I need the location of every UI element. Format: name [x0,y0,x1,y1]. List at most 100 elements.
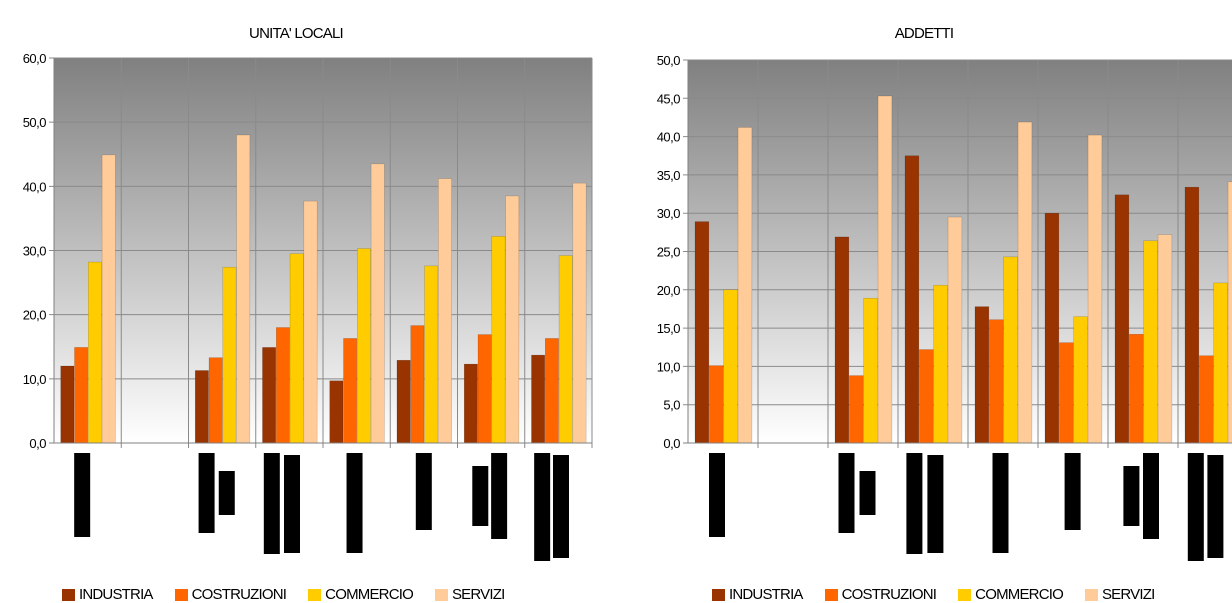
legend-item-costruzioni: COSTRUZIONI [174,586,287,603]
legend-label-costruzioni: COSTRUZIONI [191,586,287,603]
y-tick-label: 50,0 [23,115,47,130]
bar-commercio [1213,282,1228,444]
bar-commercio [357,248,371,444]
addetti-legend: INDUSTRIA COSTRUZIONI COMMERCIO SERVIZI [712,586,1176,603]
unita-locali-chart-svg: UNITA' LOCALI 0,0 10,0 20,0 30,0 40,0 50,0 60,0 [23,25,593,561]
bar-commercio [933,284,948,444]
x-category-label-block [283,455,300,553]
legend-label-servizi: SERVIZI [1101,586,1155,603]
bar-servizi [877,95,893,444]
x-category-label-block [491,453,508,539]
x-category-label-block [1123,466,1140,526]
bar-costruzioni [709,365,724,444]
legend-item-commercio: COMMERCIO [958,586,1064,603]
y-tick-label: 40,0 [657,130,681,145]
bar-servizi [438,178,452,444]
legend-label-industria: INDUSTRIA [79,586,153,603]
x-category-label-block [1207,455,1224,558]
bar-servizi [1157,234,1173,444]
legend-item-servizi: SERVIZI [434,586,505,603]
bar-industria [60,365,75,444]
bar-commercio [222,266,237,444]
bar-costruzioni [1199,355,1214,444]
y-tick-label: 10,0 [657,359,681,374]
bar-commercio [289,253,304,444]
legend-swatch-servizi [1084,588,1098,601]
legend-swatch-costruzioni [174,588,188,601]
x-category-label-block [859,471,876,515]
bar-industria [834,236,850,444]
y-tick-label: 0,0 [29,436,46,451]
chart-title: UNITA' LOCALI [249,25,343,42]
bar-servizi [236,134,251,444]
x-category-label-block [263,453,280,554]
bar-commercio [863,297,878,444]
bar-industria [974,306,990,444]
bar-costruzioni [410,325,425,444]
bar-servizi [947,216,963,444]
y-tick-label: 5,0 [663,398,680,413]
bar-servizi [303,200,318,444]
y-tick-label: 60,0 [23,51,47,66]
bar-costruzioni [849,375,864,444]
y-tick-label: 45,0 [657,91,681,106]
x-category-label-block [198,453,215,533]
legend-label-costruzioni: COSTRUZIONI [841,586,937,603]
x-category-label-block [992,453,1009,553]
bar-industria [531,354,546,444]
x-category-label-block [472,466,489,526]
bar-industria [1044,212,1060,444]
bar-servizi [505,195,520,444]
bar-industria [463,363,478,444]
legend-label-servizi: SERVIZI [451,586,505,603]
x-category-label-block [1187,453,1204,561]
bar-industria [329,380,344,444]
bar-servizi [1087,134,1103,444]
bar-servizi [370,163,385,444]
x-category-label-block [1064,453,1081,530]
x-category-label-block [74,453,91,537]
bar-commercio [1003,256,1018,444]
unita-locali-chart: UNITA' LOCALI 0,0 10,0 20,0 30,0 40,0 50,0 60,0… [0,0,616,603]
bar-servizi [572,182,587,444]
bar-servizi [101,154,116,444]
x-category-label-block [927,455,944,553]
bar-costruzioni [989,319,1004,444]
x-category-label-block [218,471,235,515]
y-tick-label: 25,0 [657,245,681,260]
bar-commercio [1143,240,1158,444]
bar-costruzioni [1129,333,1144,444]
bar-industria [262,347,277,444]
bar-commercio [558,255,573,444]
x-category-label-block [709,453,725,537]
bar-industria [194,370,209,444]
x-category-label-block [552,455,569,558]
bar-industria [396,359,411,444]
bar-costruzioni [276,327,290,444]
y-tick-label: 40,0 [23,179,47,194]
legend-item-costruzioni: COSTRUZIONI [824,586,937,603]
bar-costruzioni [74,347,89,444]
bar-commercio [88,261,102,444]
legend-label-industria: INDUSTRIA [729,586,803,603]
bar-industria [904,155,920,444]
bar-servizi [737,127,753,444]
bar-commercio [491,236,506,444]
y-tick-label: 0,0 [663,436,680,451]
bar-costruzioni [477,334,492,444]
x-category-label-block [346,453,363,553]
chart-title: ADDETTI [895,25,954,42]
y-tick-label: 50,0 [657,53,681,68]
legend-swatch-industria [712,588,725,601]
addetti-chart-svg: ADDETTI 0,0 5,0 10,0 15,0 20,0 25,0 30,0 35,0 40,… [657,25,1232,561]
x-category-label-block [906,453,923,554]
x-category-label-block [415,453,432,530]
y-tick-label: 30,0 [23,244,47,259]
y-tick-label: 35,0 [657,168,681,183]
bar-industria [1114,194,1130,444]
legend-item-industria: INDUSTRIA [62,586,153,603]
bar-industria [694,221,710,444]
legend-swatch-servizi [434,588,448,601]
legend-swatch-costruzioni [824,588,838,601]
bar-costruzioni [208,357,223,444]
